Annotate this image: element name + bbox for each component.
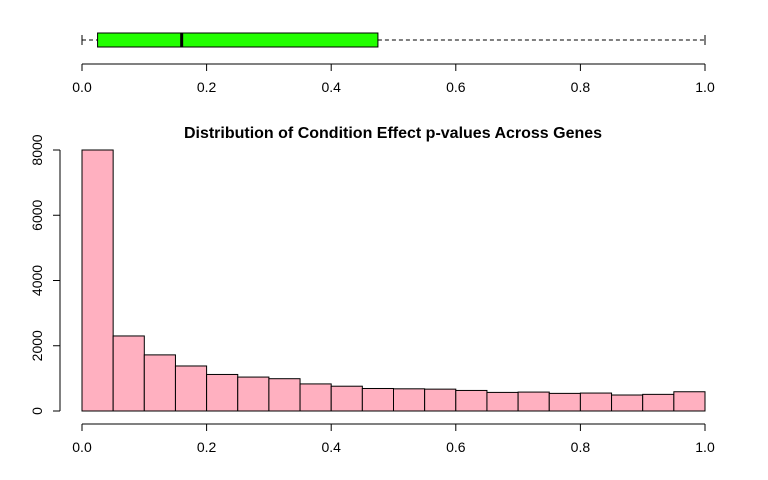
histogram-bar bbox=[642, 393, 675, 412]
histogram-bar bbox=[112, 335, 145, 412]
histogram-bar bbox=[486, 391, 519, 412]
histogram-bar bbox=[81, 149, 114, 412]
boxplot-x-tick-label: 0.2 bbox=[197, 79, 217, 95]
histogram-bars bbox=[81, 149, 706, 412]
histogram-y-tick-label: 4000 bbox=[29, 265, 45, 296]
histogram-bar bbox=[424, 388, 457, 412]
histogram-bar bbox=[673, 391, 706, 412]
histogram-bar bbox=[174, 365, 208, 412]
histogram-bar bbox=[237, 376, 270, 412]
histogram-bar bbox=[393, 388, 426, 412]
boxplot-x-tick-label: 0.4 bbox=[321, 79, 341, 95]
histogram-bar bbox=[548, 392, 581, 412]
histogram-panel: Distribution of Condition Effect p-value… bbox=[29, 125, 715, 455]
histogram-x-tick-label: 0.4 bbox=[321, 439, 341, 455]
histogram-y-axis: 0 2000 4000 6000 8000 bbox=[29, 134, 61, 415]
boxplot-box bbox=[97, 32, 379, 48]
histogram-bar bbox=[517, 391, 550, 412]
histogram-bar bbox=[611, 394, 644, 412]
histogram-x-tick-label: 1.0 bbox=[695, 439, 715, 455]
histogram-bar bbox=[206, 373, 239, 412]
histogram-bar bbox=[455, 389, 488, 412]
histogram-bar bbox=[579, 392, 613, 412]
histogram-y-tick-label: 8000 bbox=[29, 134, 45, 165]
histogram-bar bbox=[299, 383, 332, 412]
histogram-x-tick-label: 0.2 bbox=[197, 439, 217, 455]
boxplot-x-tick-label: 1.0 bbox=[695, 79, 715, 95]
histogram-y-tick-label: 2000 bbox=[29, 330, 45, 361]
histogram-x-axis: 0.0 0.2 0.4 0.6 0.8 1.0 bbox=[72, 423, 715, 455]
histogram-bar bbox=[268, 378, 301, 412]
histogram-title: Distribution of Condition Effect p-value… bbox=[184, 125, 602, 142]
boxplot-x-tick-label: 0.0 bbox=[72, 79, 92, 95]
histogram-y-tick-label: 0 bbox=[29, 407, 45, 415]
histogram-bar bbox=[361, 387, 395, 412]
boxplot-x-tick-label: 0.8 bbox=[571, 79, 591, 95]
histogram-y-tick-label: 6000 bbox=[29, 199, 45, 230]
histogram-x-tick-label: 0.8 bbox=[571, 439, 591, 455]
boxplot-x-tick-label: 0.6 bbox=[446, 79, 466, 95]
histogram-bar bbox=[330, 385, 363, 412]
boxplot-panel: 0.0 0.2 0.4 0.6 0.8 1.0 bbox=[72, 32, 715, 95]
histogram-x-tick-label: 0.0 bbox=[72, 439, 92, 455]
histogram-bar bbox=[143, 354, 176, 412]
boxplot-x-axis: 0.0 0.2 0.4 0.6 0.8 1.0 bbox=[72, 63, 715, 95]
histogram-x-tick-label: 0.6 bbox=[446, 439, 466, 455]
